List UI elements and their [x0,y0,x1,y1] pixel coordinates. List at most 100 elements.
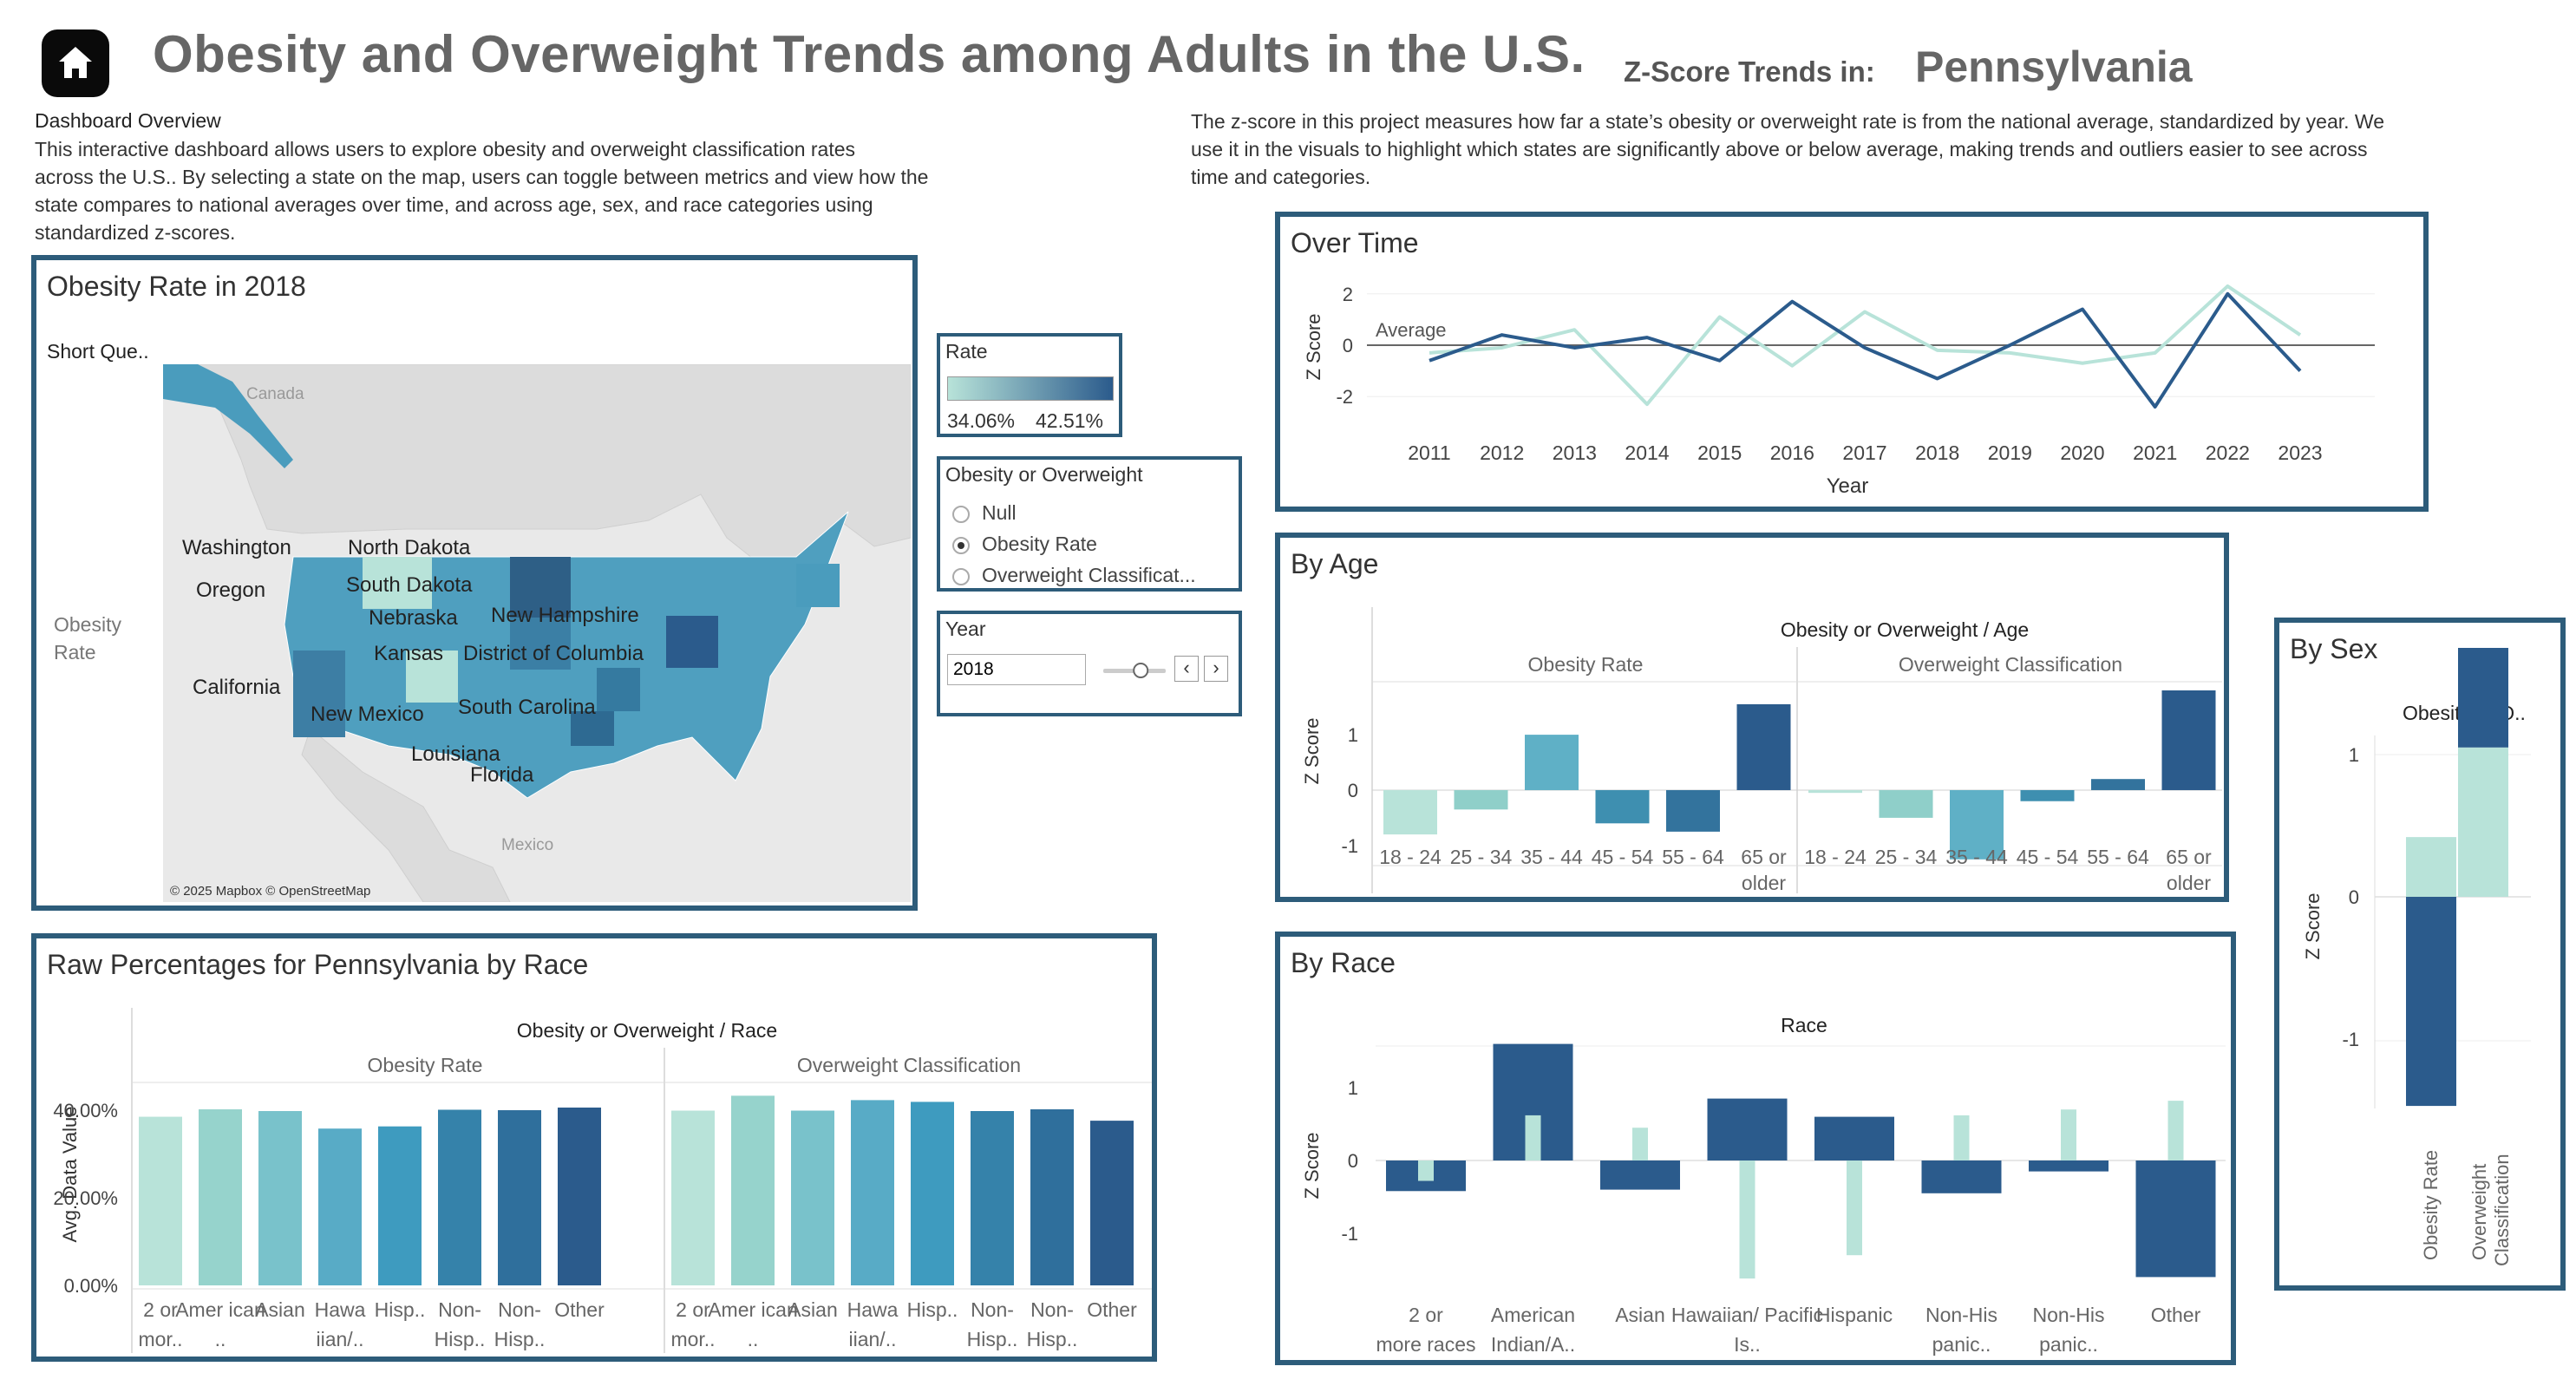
radio-obesity-rate[interactable]: Obesity Rate [952,533,1097,556]
metric-filter-title: Obesity or Overweight [945,463,1143,486]
map-state-ar [597,668,640,711]
rate-max: 42.51% [1036,409,1104,432]
prev-year-button[interactable]: ‹ [1174,656,1199,682]
race-bar-light [2167,1101,2184,1160]
y-tick-label: -1 [1341,1223,1358,1245]
sex-bar-overweight [2458,648,2508,748]
x-tick-label: 2020 [2060,441,2104,464]
race-bar-dark [2029,1160,2109,1172]
radio-overweight[interactable]: Overweight Classificat... [952,564,1196,587]
raw-race-header: Obesity or Overweight / Race [517,1019,777,1042]
raw-race-bar [731,1095,775,1285]
year-control: Year ‹ › [937,611,1242,716]
by-race-title: By Race [1291,947,1396,978]
x-tick-label: Hawa [315,1298,366,1321]
raw-race-bar [199,1108,242,1285]
map-state-la [571,711,614,746]
next-year-button[interactable]: › [1204,656,1228,682]
rate-legend: Rate 34.06% 42.51% [937,333,1122,437]
map-label-north-dakota: North Dakota [348,536,471,559]
x-tick-label: 65 or [1741,846,1787,868]
x-tick-label: iian/.. [317,1328,364,1350]
x-tick-label: 2018 [1915,441,1959,464]
radio-null[interactable]: Null [952,501,1017,525]
radio-circle-icon [952,505,970,523]
y-tick-label: 0 [2349,886,2359,908]
age-bar [1879,789,1933,818]
by-sex-title: By Sex [2290,633,2378,664]
map-state-nh [796,564,840,607]
x-tick-label: 35 - 44 [1945,846,2008,868]
by-age-panel: By Age Obesity or Overweight / Age Obesi… [1275,533,2229,902]
raw-race-bar [851,1100,894,1285]
y-tick-label: -1 [1341,835,1358,857]
x-tick-label: Hispanic [1816,1304,1893,1326]
race-bar-light [1418,1160,1434,1181]
by-sex-cat-overweight-2: Classification [2491,1154,2513,1266]
sex-bar-obesity [2406,837,2456,897]
map-label-dc: District of Columbia [463,642,644,665]
us-choropleth-map[interactable]: Canada Mexico Washington Oregon Californ… [163,364,911,902]
x-tick-label: 2016 [1770,441,1814,464]
overview-line: This interactive dashboard allows users … [35,138,856,160]
x-tick-label: 2021 [2133,441,2177,464]
map-label-washington: Washington [182,536,291,559]
map-attribution: © 2025 Mapbox © OpenStreetMap [170,884,370,899]
x-tick-label: 25 - 34 [1875,846,1938,868]
y-tick-label: 20.00% [53,1187,118,1209]
page-title: Obesity and Overweight Trends among Adul… [153,25,1585,83]
x-tick-label: .. [748,1328,759,1350]
radio-label: Overweight Classificat... [982,564,1196,586]
age-bar [1808,789,1862,794]
raw-race-group-obesity: Obesity Rate [368,1054,483,1076]
radio-label: Null [982,501,1017,524]
overview-heading: Dashboard Overview [35,109,221,132]
year-title: Year [945,618,986,640]
year-slider[interactable] [1100,657,1169,683]
metric-filter: Obesity or Overweight Null Obesity Rate … [937,456,1242,592]
map-label-south-carolina: South Carolina [458,696,596,719]
raw-race-bar [498,1110,541,1285]
x-tick-label: Non-His [2032,1304,2104,1326]
x-tick-label: .. [215,1328,226,1350]
by-sex-cat-overweight: Overweight [2468,1164,2490,1260]
x-tick-label: older [1742,872,1786,894]
by-race-panel: By Race Race Z Score 1 0 -1 2 or more races A… [1275,932,2236,1365]
age-bar [1736,703,1791,790]
x-tick-label: Hisp.. [967,1328,1018,1350]
x-tick-label: 35 - 44 [1520,846,1583,868]
raw-race-title: Raw Percentages for Pennsylvania by Race [47,949,589,980]
raw-race-chart: Obesity or Overweight / Race Obesity Rat… [53,1008,1152,1353]
x-tick-label: Hisp.. [435,1328,486,1350]
x-tick-label: Non- [498,1298,541,1321]
overview-line: across the U.S.. By selecting a state on… [35,166,929,188]
x-tick-label: 2015 [1697,441,1742,464]
raw-race-bar [378,1126,422,1285]
by-age-ylabel: Z Score [1301,717,1323,784]
raw-race-bar [1090,1121,1134,1285]
slider-thumb[interactable] [1133,663,1149,678]
sex-bar-obesity [2406,897,2456,1107]
x-tick-label: Hawa [847,1298,899,1321]
x-tick-label: 45 - 54 [2017,846,2079,868]
x-tick-label: 2022 [2206,441,2250,464]
race-bar-dark [1921,1160,2002,1193]
by-sex-chart: Obesity or O.. Z Score Obesity Rate Over… [2302,648,2531,1266]
zscore-line: The z-score in this project measures how… [1191,110,2384,133]
age-bar [1666,789,1720,832]
over-time-xlabel: Year [1827,474,1869,498]
y-tick-label: 1 [1348,724,1358,746]
x-tick-label: Asian [255,1298,305,1321]
race-bar-light [1847,1160,1862,1256]
by-sex-panel: By Sex Obesity or O.. Z Score Obesity Ra… [2274,618,2566,1291]
map-label-new-mexico: New Mexico [311,703,424,726]
year-input[interactable] [947,654,1086,685]
age-bar [2091,779,2145,790]
y-tick-label: -1 [2342,1029,2359,1050]
x-tick-label: iian/.. [849,1328,897,1350]
zscore-explanation: The z-score in this project measures how… [1191,108,2527,191]
race-bar-light [1739,1160,1755,1279]
home-button[interactable] [42,29,109,97]
raw-race-bar [139,1116,182,1285]
race-bar-light [1525,1115,1541,1160]
